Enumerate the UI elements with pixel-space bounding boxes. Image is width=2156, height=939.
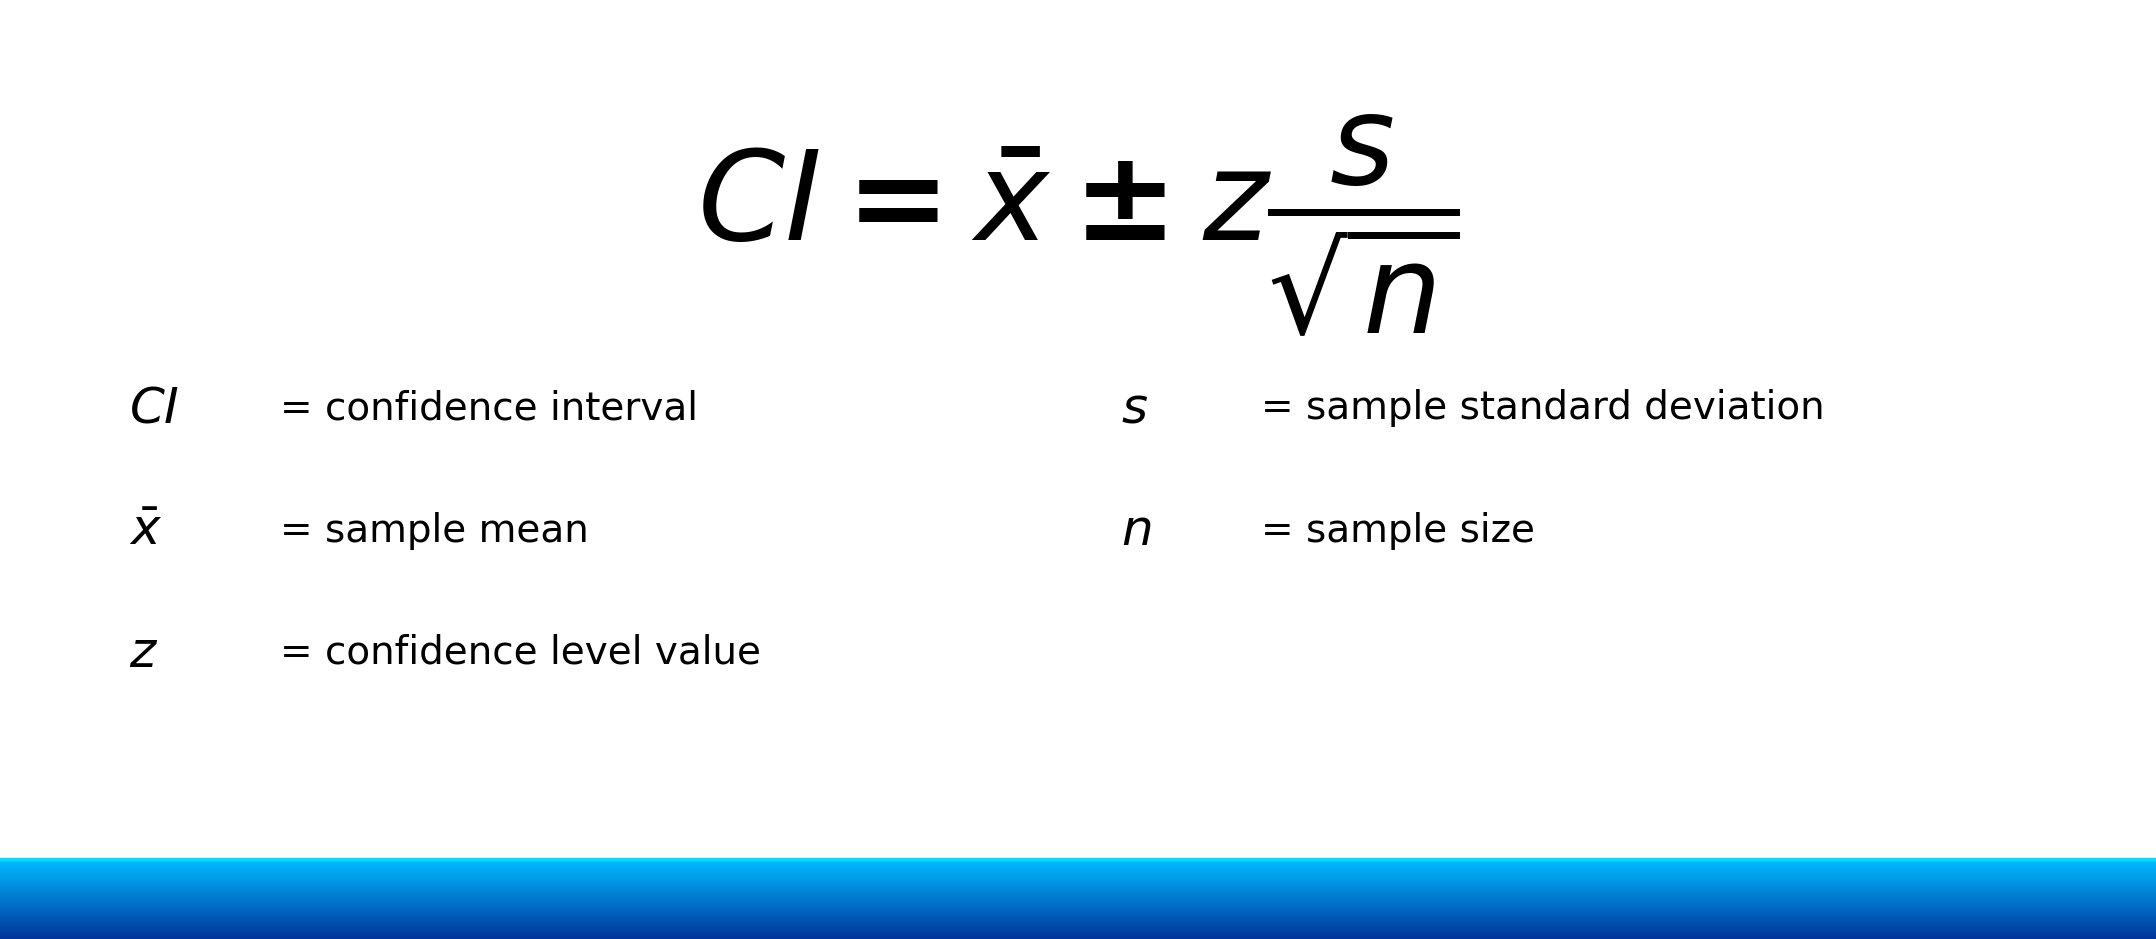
Text: = sample standard deviation: = sample standard deviation (1261, 390, 1824, 427)
Text: $\mathbf{\mathit{n}}$: $\mathbf{\mathit{n}}$ (1121, 506, 1151, 555)
Text: = confidence level value: = confidence level value (280, 634, 761, 671)
Text: $\mathbf{\mathit{CI} = \bar{\mathit{x}} \pm \mathit{z}\dfrac{\mathit{s}}{\sqrt{\: $\mathbf{\mathit{CI} = \bar{\mathit{x}} … (696, 112, 1460, 339)
Text: $\mathbf{\mathit{CI}}$: $\mathbf{\mathit{CI}}$ (129, 384, 179, 433)
Text: $\mathbf{\mathit{\bar{x}}}$: $\mathbf{\mathit{\bar{x}}}$ (129, 506, 162, 555)
Text: = confidence interval: = confidence interval (280, 390, 699, 427)
Text: $\mathbf{\mathit{z}}$: $\mathbf{\mathit{z}}$ (129, 628, 160, 677)
Text: = sample size: = sample size (1261, 512, 1535, 549)
Text: = sample mean: = sample mean (280, 512, 589, 549)
Text: $\mathbf{\mathit{s}}$: $\mathbf{\mathit{s}}$ (1121, 384, 1149, 433)
